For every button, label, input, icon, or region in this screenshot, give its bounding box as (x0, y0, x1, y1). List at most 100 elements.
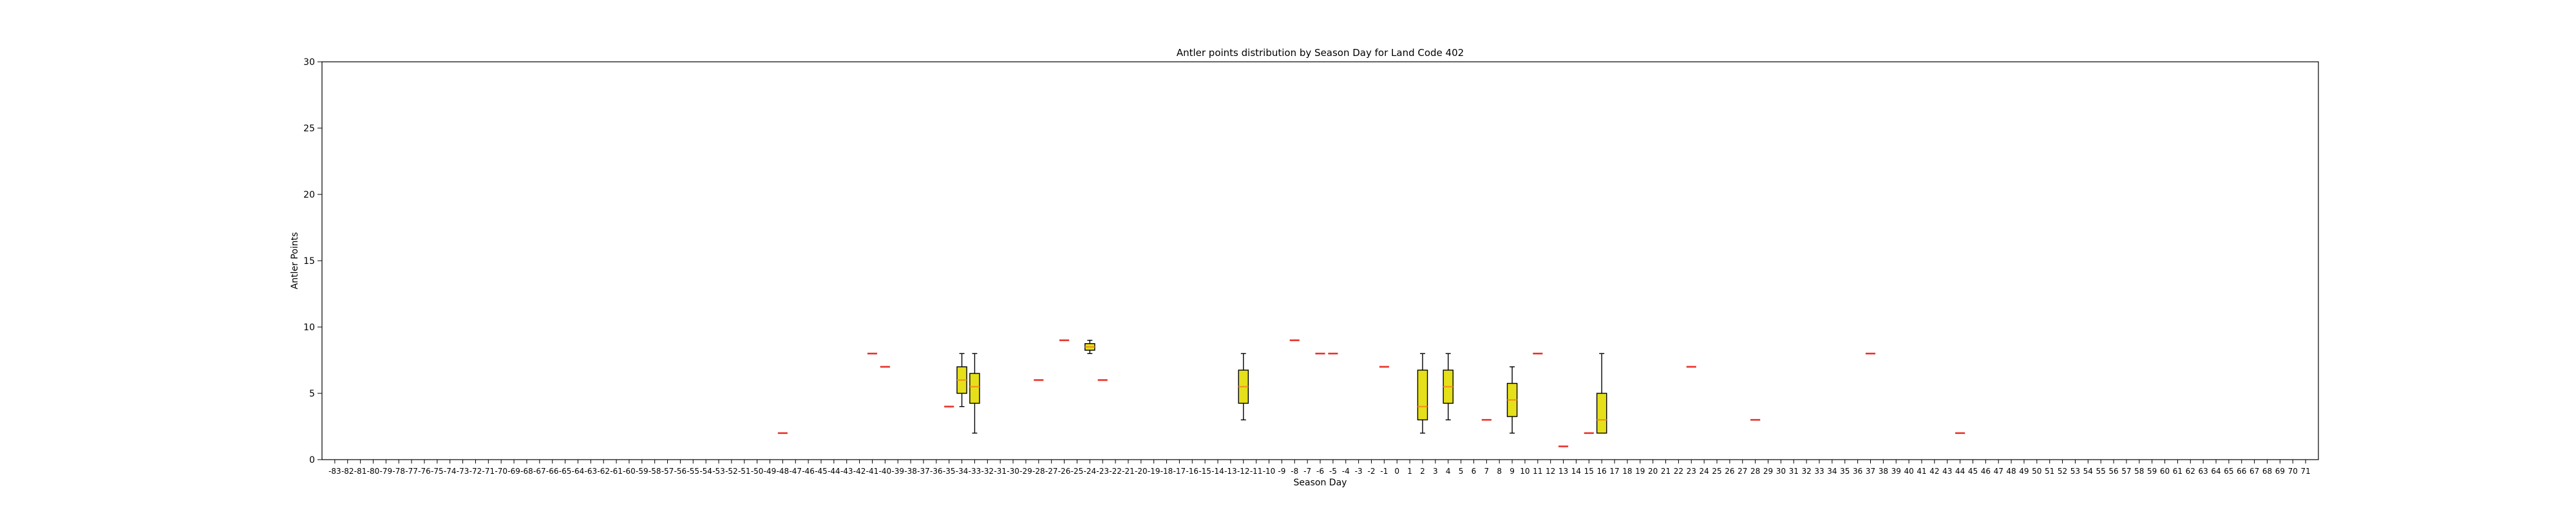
x-tick-label: -8 (1291, 467, 1298, 476)
x-tick-label: -45 (815, 467, 828, 476)
x-tick-label: 1 (1407, 467, 1412, 476)
x-tick-label: 46 (1981, 467, 1991, 476)
x-tick-label: -43 (840, 467, 853, 476)
x-tick-label: -82 (341, 467, 354, 476)
x-tick-label: -13 (1224, 467, 1237, 476)
x-tick-label: -31 (994, 467, 1007, 476)
x-tick-label: 54 (2083, 467, 2093, 476)
x-tick-label: 45 (1968, 467, 1978, 476)
x-tick-label: -73 (457, 467, 469, 476)
x-tick-label: 34 (1827, 467, 1837, 476)
x-tick-label: -57 (661, 467, 674, 476)
x-tick-label: 70 (2288, 467, 2298, 476)
x-tick-label: -16 (1186, 467, 1198, 476)
x-tick-label: -78 (392, 467, 405, 476)
x-tick-label: -75 (431, 467, 444, 476)
x-tick-label: -71 (482, 467, 495, 476)
x-tick-label: 62 (2186, 467, 2195, 476)
x-tick-label: 68 (2262, 467, 2272, 476)
x-tick-label: -24 (1084, 467, 1097, 476)
x-tick-label: 28 (1750, 467, 1760, 476)
x-tick-label: 3 (1433, 467, 1438, 476)
x-tick-label: -81 (354, 467, 367, 476)
x-tick-label: 51 (2045, 467, 2054, 476)
x-tick-label: -56 (674, 467, 687, 476)
x-tick-label: 67 (2249, 467, 2259, 476)
box-body (969, 373, 980, 404)
x-tick-label: -9 (1278, 467, 1285, 476)
x-tick-label: -79 (380, 467, 393, 476)
x-tick-label: 50 (2032, 467, 2041, 476)
x-tick-label: 44 (1955, 467, 1965, 476)
plot-frame (321, 61, 2319, 460)
chart-title: Antler points distribution by Season Day… (1177, 47, 1464, 59)
x-tick-label: 15 (1584, 467, 1594, 476)
x-tick-label: 39 (1891, 467, 1901, 476)
x-tick-label: 7 (1484, 467, 1490, 476)
x-tick-label: 29 (1763, 467, 1773, 476)
x-tick-label: 25 (1712, 467, 1721, 476)
x-tick-label: 6 (1472, 467, 1477, 476)
x-tick-label: 9 (1510, 467, 1515, 476)
x-tick-label: 38 (1879, 467, 1888, 476)
x-tick-label: 69 (2275, 467, 2285, 476)
x-tick-label: -17 (1173, 467, 1186, 476)
x-tick-label: -1 (1380, 467, 1388, 476)
y-axis-label: Antler Points (290, 232, 300, 290)
x-tick-label: -58 (649, 467, 661, 476)
plot-marks (777, 339, 1965, 447)
x-tick-label: -69 (507, 467, 520, 476)
x-tick-label: -6 (1316, 467, 1324, 476)
box-plot (1506, 366, 1518, 434)
x-tick-label: 42 (1929, 467, 1939, 476)
x-tick-label: 53 (2070, 467, 2080, 476)
x-tick-label: -67 (533, 467, 546, 476)
x-tick-label: 60 (2160, 467, 2170, 476)
y-tick-label: 5 (309, 389, 315, 399)
x-tick-label: 59 (2147, 467, 2157, 476)
x-tick-label: -65 (559, 467, 572, 476)
x-tick-label: -46 (802, 467, 815, 476)
y-tick-label: 15 (303, 256, 315, 267)
x-tick-label: -34 (956, 467, 969, 476)
box-plot (1238, 353, 1249, 420)
x-tick-label: -35 (943, 467, 956, 476)
box-body (1417, 370, 1428, 420)
x-tick-label: -42 (853, 467, 866, 476)
x-tick-label: -63 (585, 467, 598, 476)
x-tick-label: -40 (879, 467, 892, 476)
box-plot (969, 353, 980, 434)
x-tick-label: -83 (328, 467, 341, 476)
x-tick-label: -44 (828, 467, 840, 476)
x-tick-label: 56 (2108, 467, 2118, 476)
x-tick-label: -64 (572, 467, 585, 476)
x-tick-label: -50 (751, 467, 764, 476)
x-tick-label: 41 (1917, 467, 1926, 476)
x-tick-label: -74 (444, 467, 457, 476)
x-tick-label: 24 (1700, 467, 1709, 476)
x-tick-label: 18 (1622, 467, 1632, 476)
y-tick-label: 0 (309, 455, 315, 465)
x-tick-label: -68 (520, 467, 533, 476)
x-axis-label: Season Day (1294, 478, 1347, 488)
x-tick-label: 36 (1853, 467, 1862, 476)
x-tick-label: 21 (1661, 467, 1671, 476)
x-tick-label: -60 (623, 467, 636, 476)
x-tick-label: 4 (1446, 467, 1451, 476)
box-plot (1596, 353, 1607, 434)
x-tick-label: 12 (1546, 467, 1555, 476)
x-tick-label: -36 (930, 467, 943, 476)
x-tick-label: 2 (1420, 467, 1425, 476)
x-tick-label: -29 (1019, 467, 1032, 476)
box-plot (1084, 339, 1095, 354)
x-tick-label: 11 (1533, 467, 1542, 476)
x-tick-label: 49 (2019, 467, 2029, 476)
x-tick-label: 55 (2096, 467, 2106, 476)
x-tick-label: -53 (712, 467, 725, 476)
x-tick-label: 30 (1776, 467, 1786, 476)
x-tick-label: -80 (367, 467, 380, 476)
x-tick-label: -15 (1198, 467, 1211, 476)
y-axis: 0 5 10 15 20 25 30 (303, 57, 322, 465)
